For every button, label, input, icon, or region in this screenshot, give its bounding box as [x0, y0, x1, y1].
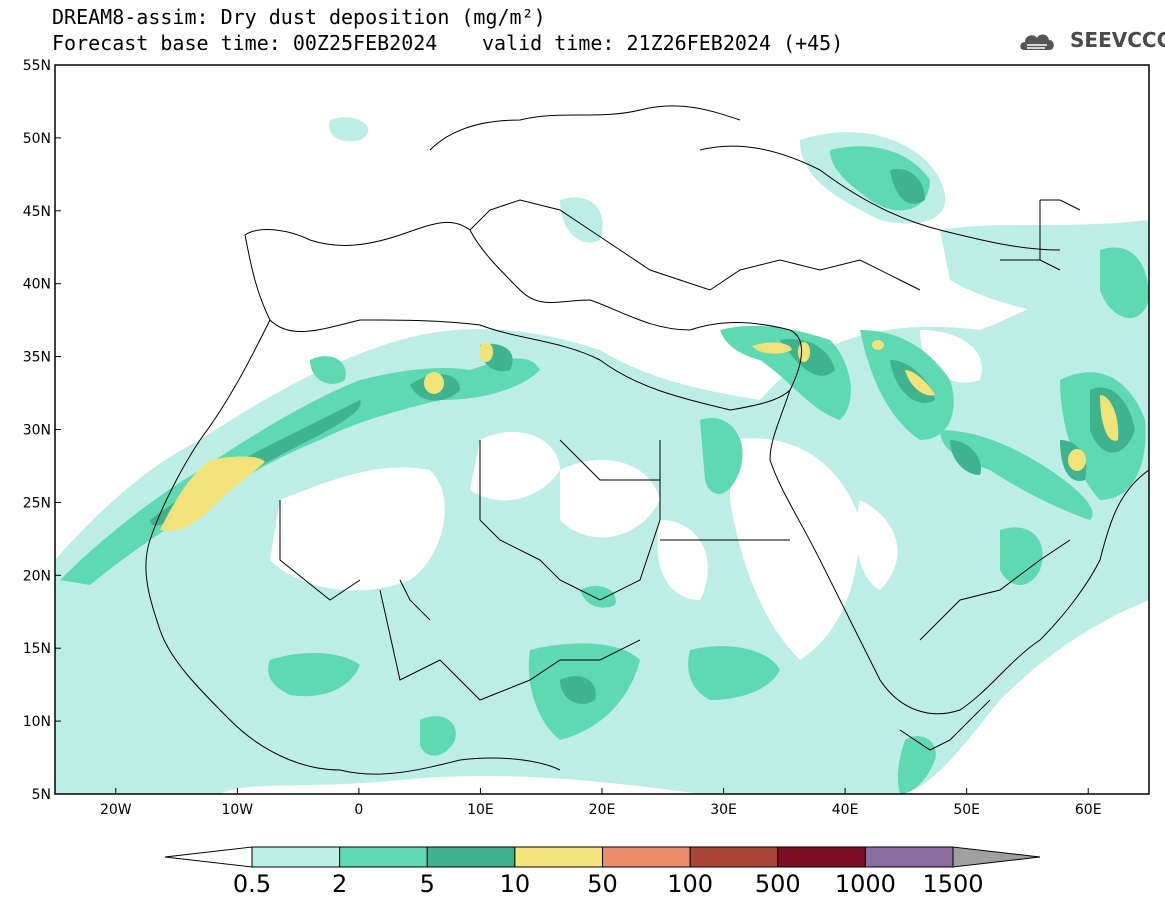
lat-tick-label: 30N — [23, 423, 51, 439]
lon-tick-label: 60E — [1075, 802, 1102, 818]
lat-ticks: 55N 50N 45N 40N 35N 30N 25N 20N 15N 10N 5N — [23, 58, 61, 803]
colorbar-label: 1000 — [834, 870, 896, 898]
map-title: DREAM8-assim: Dry dust deposition (mg/m²… — [52, 5, 546, 29]
colorbar-label: 500 — [754, 870, 801, 898]
lon-tick-label: 20W — [100, 802, 132, 818]
lon-ticks: 20W 10W 0 10E 20E 30E 40E 50E 60E — [100, 788, 1102, 818]
lat-tick-label: 35N — [23, 350, 51, 366]
colorbar-segment — [514, 846, 603, 868]
colorbar-label: 1500 — [922, 870, 984, 898]
colorbar-segment — [689, 846, 779, 868]
colorbar-label: 50 — [587, 870, 618, 898]
lat-tick-label: 50N — [23, 131, 51, 147]
lat-tick-label: 55N — [23, 58, 51, 74]
lat-tick-label: 40N — [23, 277, 51, 293]
lon-tick-label: 10W — [221, 802, 253, 818]
colorbar-label: 100 — [667, 870, 714, 898]
lon-tick-label: 30E — [710, 802, 737, 818]
logo-text: SEEVCCC — [1070, 28, 1165, 52]
colorbar-high-arrow — [952, 846, 1041, 868]
colorbar-label: 2 — [331, 870, 348, 898]
colorbar-low-arrow — [164, 846, 253, 868]
colorbar-segment — [602, 846, 691, 868]
colorbar-label: 5 — [419, 870, 435, 898]
dust-field — [55, 117, 1149, 794]
lat-tick-label: 15N — [23, 641, 51, 657]
coastlines — [145, 105, 1149, 775]
lon-tick-label: 20E — [589, 802, 616, 818]
lon-tick-label: 10E — [467, 802, 494, 818]
lat-tick-label: 20N — [23, 568, 51, 584]
forecast-base-time: Forecast base time: 00Z25FEB2024 — [52, 31, 438, 55]
colorbar — [164, 846, 1041, 868]
colorbar-segment — [864, 846, 954, 868]
lon-tick-label: 0 — [354, 802, 363, 818]
lon-tick-label: 40E — [832, 802, 859, 818]
cloud-icon — [1020, 34, 1054, 50]
lat-tick-label: 10N — [23, 714, 51, 730]
lat-tick-label: 25N — [23, 495, 51, 511]
lon-tick-label: 50E — [953, 802, 980, 818]
lat-tick-label: 45N — [23, 204, 51, 220]
valid-time: valid time: 21Z26FEB2024 (+45) — [482, 31, 844, 55]
lat-tick-label: 5N — [32, 787, 51, 803]
colorbar-label: 10 — [499, 870, 531, 898]
colorbar-segment — [339, 846, 428, 868]
colorbar-segment — [426, 846, 516, 868]
colorbar-segment — [777, 846, 866, 868]
colorbar-segment — [251, 846, 341, 868]
colorbar-label: 0.5 — [232, 870, 272, 898]
